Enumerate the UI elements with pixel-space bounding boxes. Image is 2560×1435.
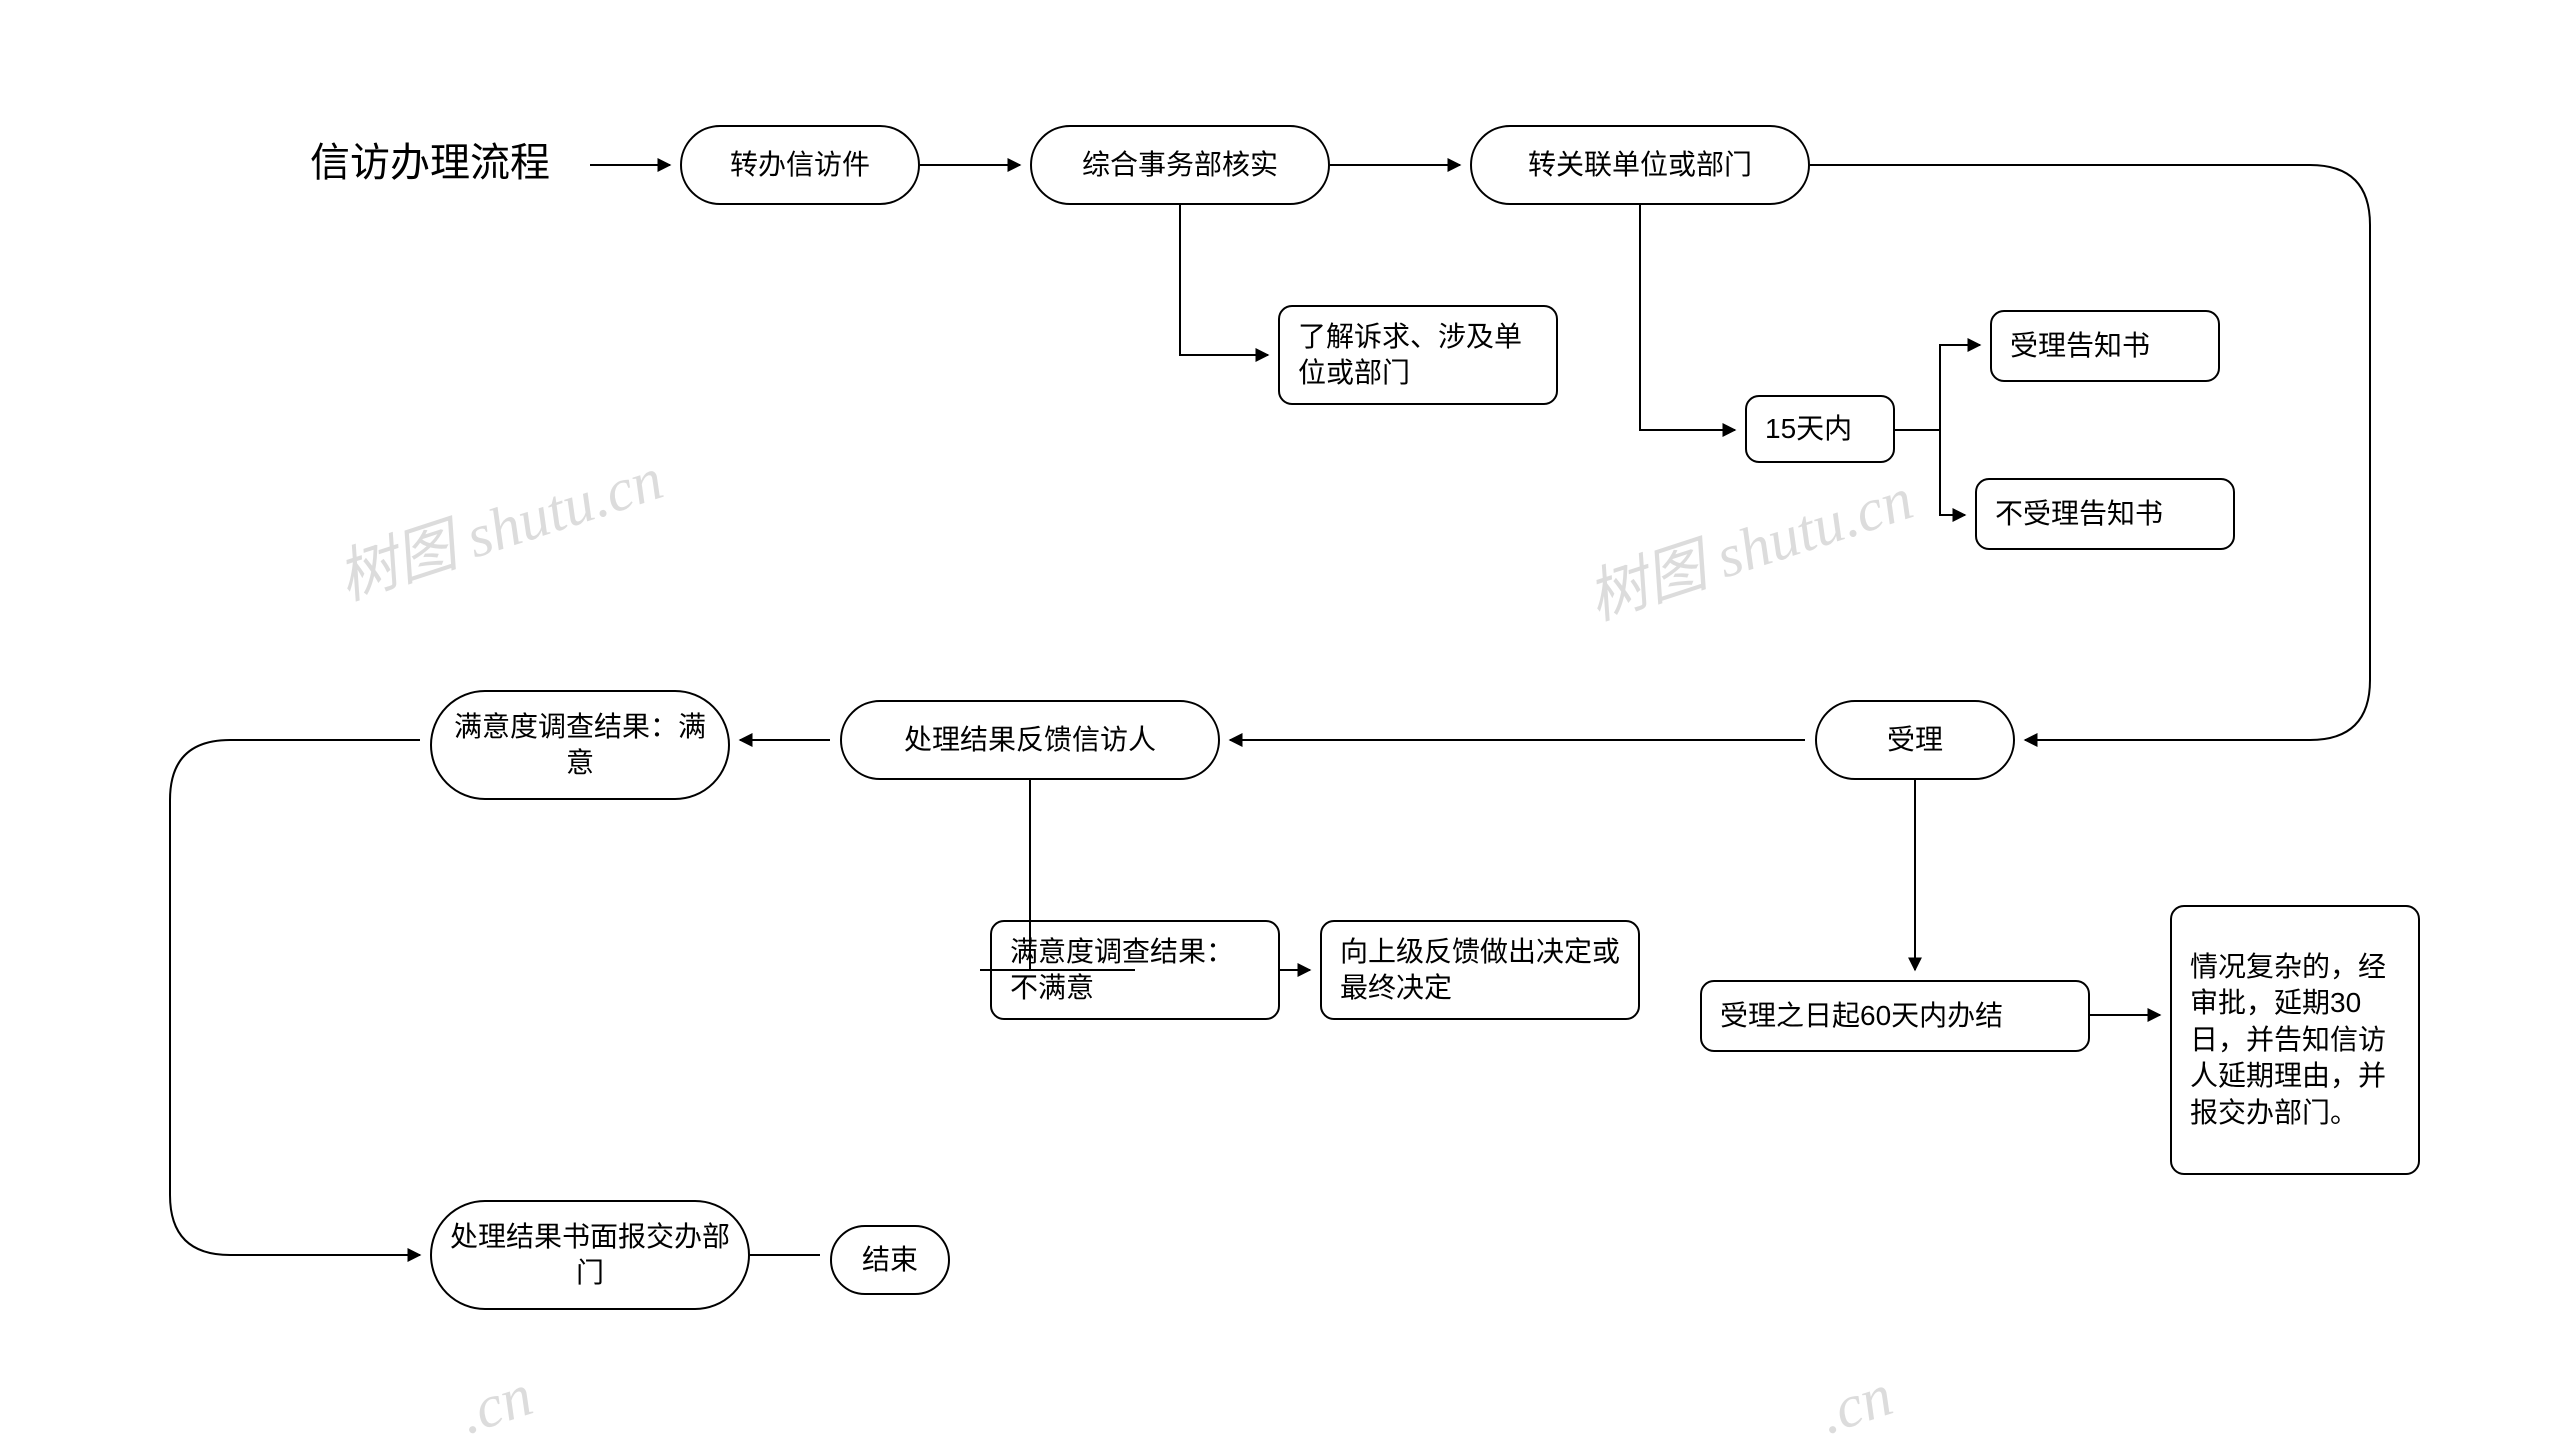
- node-60-days: 受理之日起60天内办结: [1700, 980, 2090, 1052]
- flow-edges: [0, 0, 2560, 1435]
- watermark-4: .cn: [1811, 1361, 1900, 1435]
- diagram-title: 信访办理流程: [310, 130, 550, 188]
- node-unsatisfied: 满意度调查结果：不满意: [990, 920, 1280, 1020]
- watermark-3: .cn: [451, 1361, 540, 1435]
- node-report: 处理结果书面报交办部门: [430, 1200, 750, 1310]
- watermark-1: 树图 shutu.cn: [325, 430, 672, 617]
- node-15-days: 15天内: [1745, 395, 1895, 463]
- node-complex-extend: 情况复杂的，经审批，延期30日，并告知信访人延期理由，并报交办部门。: [2170, 905, 2420, 1175]
- node-accept: 受理: [1815, 700, 2015, 780]
- node-satisfied: 满意度调查结果：满意: [430, 690, 730, 800]
- watermark-2: 树图 shutu.cn: [1575, 450, 1922, 637]
- node-transfer-case: 转办信访件: [680, 125, 920, 205]
- node-accept-notice: 受理告知书: [1990, 310, 2220, 382]
- node-route-dept: 转关联单位或部门: [1470, 125, 1810, 205]
- node-feedback: 处理结果反馈信访人: [840, 700, 1220, 780]
- node-escalate: 向上级反馈做出决定或最终决定: [1320, 920, 1640, 1020]
- node-understand-request: 了解诉求、涉及单位或部门: [1278, 305, 1558, 405]
- node-end: 结束: [830, 1225, 950, 1295]
- node-verify: 综合事务部核实: [1030, 125, 1330, 205]
- node-reject-notice: 不受理告知书: [1975, 478, 2235, 550]
